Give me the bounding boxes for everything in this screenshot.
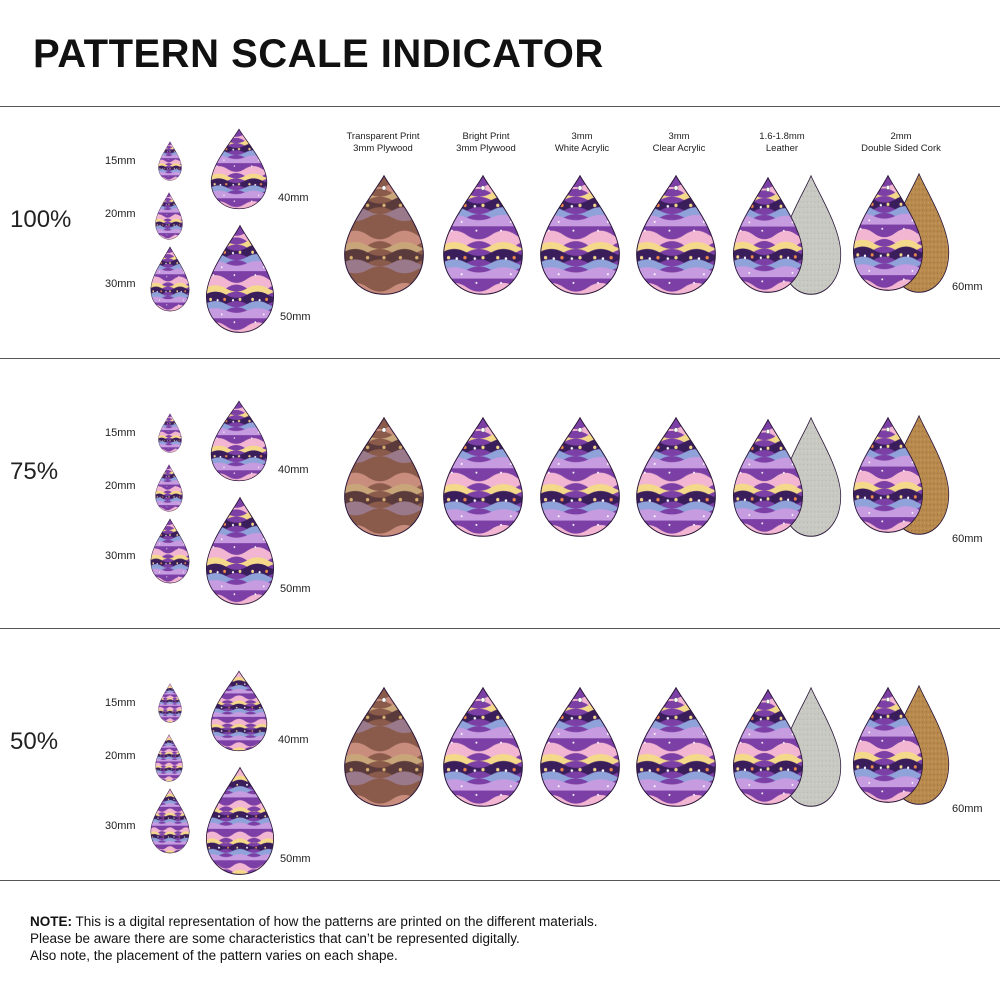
material-header-leather: 1.6-1.8mm Leather [759,131,805,154]
size-label-20mm: 20mm [105,750,136,762]
scale-percentage: 100% [10,206,72,233]
note-line-3: Also note, the placement of the pattern … [30,948,398,963]
note-text: NOTE: This is a digital representation o… [30,913,598,964]
drop-15mm [158,683,182,723]
size-label-20mm: 20mm [105,208,136,220]
size-label-30mm: 30mm [105,820,136,832]
material-header-bright-plywood: Bright Print 3mm Plywood [456,131,516,154]
drop-cork [853,416,923,533]
size-label-60mm: 60mm [952,803,983,815]
divider [0,628,1000,629]
drop-white-acrylic [540,174,620,295]
drop-bright-plywood [443,686,523,807]
size-label-50mm: 50mm [280,311,311,323]
size-label-30mm: 30mm [105,278,136,290]
size-label-50mm: 50mm [280,583,311,595]
drop-white-acrylic [540,686,620,807]
scale-section-1: 100% 15mm 20mm 30mm 40mm 50mm 60mm [0,106,1000,356]
drop-15mm [158,141,182,181]
drop-transparent-plywood [344,416,424,537]
drop-50mm [205,496,275,605]
material-header-cork: 2mm Double Sided Cork [861,131,941,154]
drop-15mm [158,413,182,453]
drop-transparent-plywood [344,174,424,295]
drop-20mm [155,734,183,782]
material-header-transparent-plywood: Transparent Print 3mm Plywood [346,131,420,154]
drop-leather [733,688,803,805]
size-label-40mm: 40mm [278,192,309,204]
scale-section-3: 50% 15mm 20mm 30mm 40mm 50mm 60mm [0,628,1000,878]
drop-bright-plywood [443,416,523,537]
drop-bright-plywood [443,174,523,295]
drop-30mm [150,246,190,312]
drop-40mm [210,128,268,210]
drop-clear-acrylic [636,174,716,295]
drop-20mm [155,464,183,512]
divider [0,358,1000,359]
note-line-2: Please be aware there are some character… [30,931,520,946]
drop-transparent-plywood [344,686,424,807]
drop-leather [733,418,803,535]
drop-clear-acrylic [636,416,716,537]
size-label-40mm: 40mm [278,734,309,746]
scale-percentage: 50% [10,728,59,755]
size-label-60mm: 60mm [952,281,983,293]
size-label-15mm: 15mm [105,427,136,439]
page-title: PATTERN SCALE INDICATOR [33,32,604,76]
drop-40mm [210,670,268,752]
divider [0,880,1000,881]
scale-section-2: 75% 15mm 20mm 30mm 40mm 50mm 60mm [0,358,1000,608]
drop-leather [733,176,803,293]
size-label-50mm: 50mm [280,853,311,865]
scale-percentage: 75% [10,458,59,485]
drop-clear-acrylic [636,686,716,807]
material-header-clear-acrylic: 3mm Clear Acrylic [652,131,706,154]
size-label-40mm: 40mm [278,464,309,476]
drop-cork [853,174,923,291]
drop-30mm [150,518,190,584]
drop-30mm [150,788,190,854]
size-label-15mm: 15mm [105,697,136,709]
divider [0,106,1000,107]
drop-50mm [205,224,275,333]
drop-cork [853,686,923,803]
drop-20mm [155,192,183,240]
drop-white-acrylic [540,416,620,537]
drop-40mm [210,400,268,482]
size-label-60mm: 60mm [952,533,983,545]
note-label: NOTE: [30,914,72,929]
drop-50mm [205,766,275,875]
note-line-1: This is a digital representation of how … [72,914,598,929]
size-label-15mm: 15mm [105,155,136,167]
size-label-20mm: 20mm [105,480,136,492]
size-label-30mm: 30mm [105,550,136,562]
material-header-white-acrylic: 3mm White Acrylic [554,131,610,154]
